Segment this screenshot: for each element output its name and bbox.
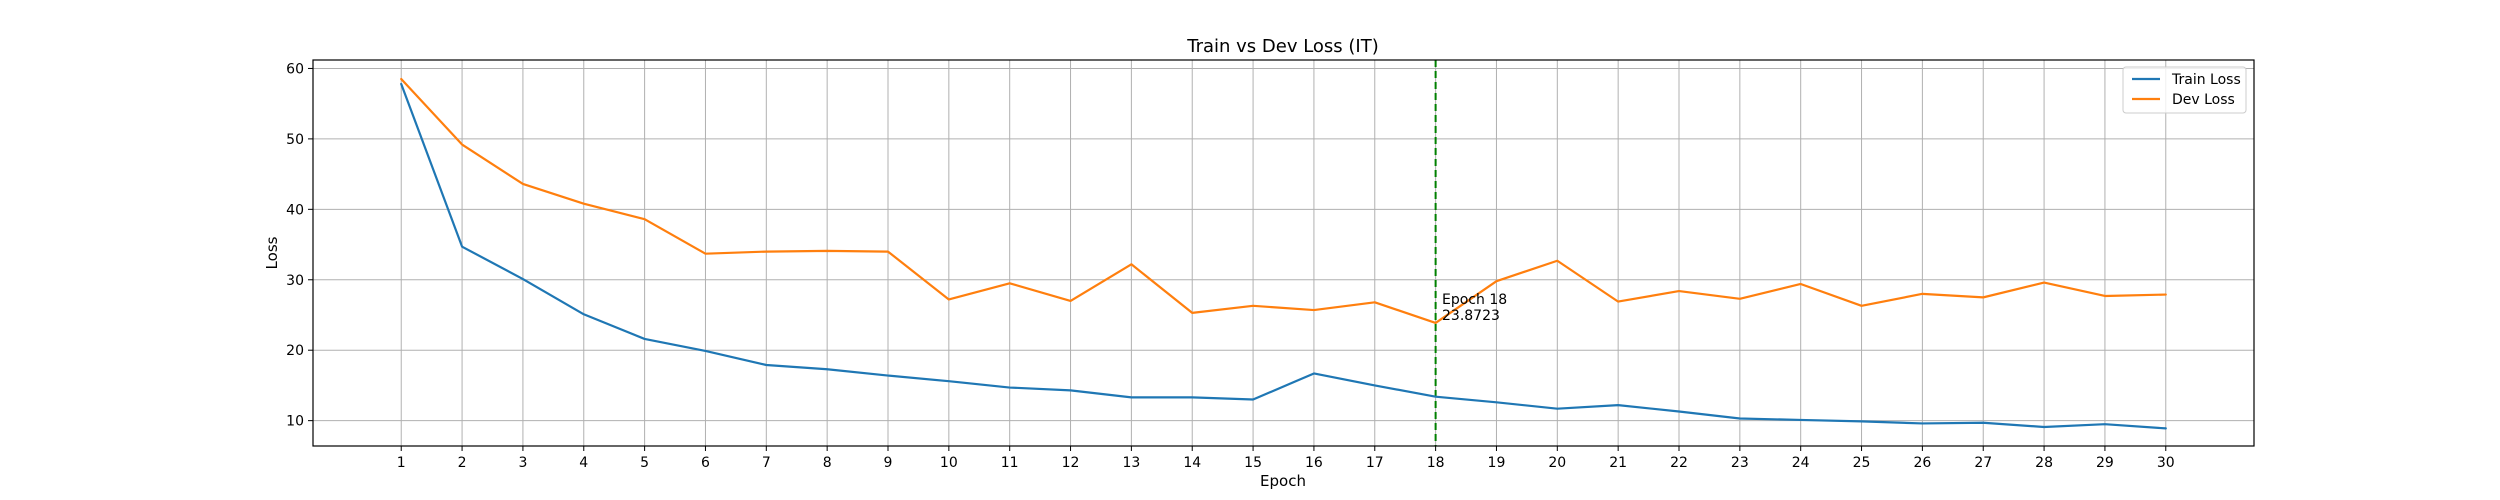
x-tick-label: 12 [1062,455,1080,471]
series-line-dev-loss [400,77,2167,325]
x-tick-label: 4 [579,455,588,471]
y-tick-label: 10 [286,414,304,430]
y-tick-label: 20 [286,343,304,359]
x-tick-label: 22 [1670,455,1688,471]
series-line-train-loss [400,82,2167,430]
x-tick-label: 11 [1001,455,1019,471]
x-tick-label: 6 [701,455,710,471]
legend-label-dev-loss: Dev Loss [2172,92,2235,108]
x-tick-label: 27 [1974,455,1992,471]
x-tick-label: 21 [1609,455,1627,471]
x-tick-label: 26 [1913,455,1931,471]
x-tick-label: 28 [2035,455,2053,471]
x-tick-label: 30 [2157,455,2175,471]
y-tick-label: 30 [286,273,304,289]
x-axis-title: Epoch [1260,472,1306,490]
x-tick-label: 18 [1427,455,1445,471]
x-tick-label: 7 [762,455,771,471]
x-tick-label: 9 [884,455,893,471]
series-layer [400,77,2167,430]
y-axis-title: Loss [263,236,281,269]
annotation-label-value: 23.8723 [1442,308,1500,324]
x-tick-label: 14 [1183,455,1201,471]
x-tick-label: 15 [1244,455,1262,471]
legend-label-train-loss: Train Loss [2171,72,2241,88]
x-tick-label: 17 [1366,455,1384,471]
x-tick-label: 19 [1488,455,1506,471]
x-tick-label: 24 [1792,455,1810,471]
x-tick-label: 10 [940,455,958,471]
x-tick-label: 1 [397,455,406,471]
y-tick-label: 50 [286,132,304,148]
annotation-label-epoch: Epoch 18 [1442,292,1507,308]
y-tick-label: 60 [286,61,304,77]
plot-frame [312,59,2255,447]
x-tick-label: 5 [640,455,649,471]
x-tick-label: 3 [518,455,527,471]
y-tick-label: 40 [286,202,304,218]
x-tick-label: 23 [1731,455,1749,471]
x-tick-label: 2 [458,455,467,471]
x-tick-label: 29 [2096,455,2114,471]
x-tick-label: 20 [1548,455,1566,471]
legend: Train Loss Dev Loss [2122,66,2247,114]
tick-layer: 1 2 3 4 5 6 7 8 9 10 11 12 13 14 15 16 17 18 19 20 21 22 23 24 2… [286,61,2175,471]
x-tick-label: 8 [823,455,832,471]
x-tick-label: 13 [1122,455,1140,471]
x-tick-label: 25 [1853,455,1871,471]
chart-title: Train vs Dev Loss (IT) [1186,36,1379,57]
grid-layer [313,60,2254,446]
x-tick-label: 16 [1305,455,1323,471]
